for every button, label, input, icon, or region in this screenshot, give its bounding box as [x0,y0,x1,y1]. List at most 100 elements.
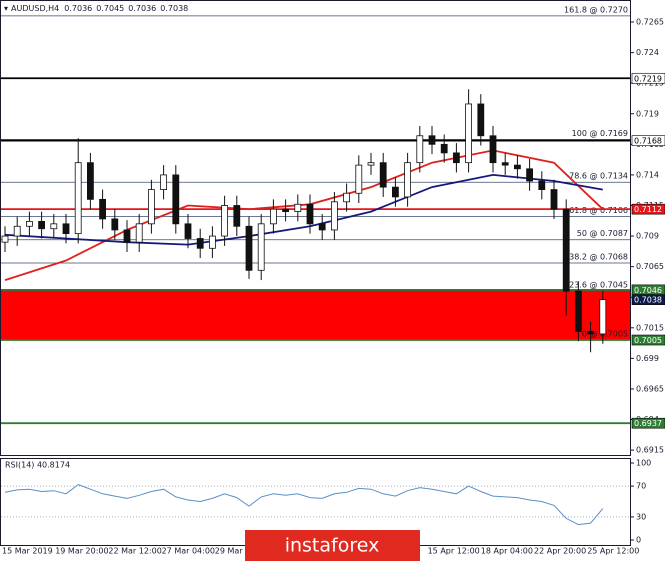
price-tag-label: 0.7046 [634,286,662,295]
candle-body [1,235,9,243]
candle-body [208,235,216,249]
candle-body [367,162,375,166]
rsi-tick-label: 0 [636,536,641,545]
current-price-tag [631,294,665,305]
price-tag-label: 0.7112 [634,205,662,214]
candle-body [74,162,82,235]
main-panel [0,0,631,456]
open: 0.7036 [64,4,92,13]
candle-body [282,208,290,212]
price-tag [631,203,665,215]
candle-body [99,198,106,220]
candle-body [562,208,570,292]
dropdown-arrow: ▾ [4,4,8,13]
candle-body [538,180,546,190]
watermark-box [245,530,420,561]
y-tick-label: 0.709 [636,232,659,241]
header: ▾ AUDUSD,H4 0.7036 0.7045 0.7036 0.7038 [4,4,188,13]
y-tick-label: 0.699 [636,354,659,363]
price-tag [631,135,665,146]
y-tick-label: 0.7015 [636,323,664,332]
high: 0.7045 [96,4,124,13]
candle-body [50,223,58,230]
watermark: instaforex [245,530,420,561]
price-tag [631,417,665,429]
candle-body [489,135,497,164]
candle-body [330,201,338,231]
candle-body [391,186,399,198]
candle-body [123,229,131,243]
x-tick-label: 22 Mar 12:00 [108,547,161,556]
x-tick-label: 22 Apr 20:00 [534,547,586,556]
candle-body [269,208,277,225]
candle-body [355,164,363,194]
close: 0.7038 [160,4,188,13]
candle-body [587,331,594,335]
candle-body [440,143,448,154]
fib-label: 161.8 @ 0.7270 [564,5,628,14]
y-tick-label: 0.6965 [636,384,664,393]
candle-body [160,174,168,190]
current-price-tag-label: 0.7038 [634,296,662,305]
symbol: AUDUSD,H4 [11,4,59,13]
rsi-tick-label: 30 [636,512,646,521]
candle-body [428,135,436,145]
candle-body [318,223,326,231]
candle-body [501,162,509,166]
x-tick-label: 15 Apr 12:00 [428,547,480,556]
candle-body [514,164,521,170]
rsi-tick-label: 70 [636,482,646,491]
fib-label: 23.6 @ 0.7045 [569,281,628,290]
y-tick-label: 0.714 [636,170,659,179]
fib-label: 78.6 @ 0.7134 [569,172,628,181]
y-tick-label: 0.724 [636,48,659,57]
candle-body [184,223,192,239]
x-tick-label: 27 Mar 04:00 [162,547,215,556]
fib-label: 61.8 @ 0.7106 [569,206,628,215]
plot-layer: 161.8 @ 0.7270 100 @ 0.7169 78.6 @ 0.7134 6… [1,5,665,545]
price-tag [631,72,665,84]
y-tick-label: 0.719 [636,109,659,118]
price-tag-label: 0.7168 [634,137,662,146]
candle-body [25,220,33,227]
candle-body [233,205,241,227]
candle-body [599,299,607,335]
candle-body [38,220,45,230]
candle-body [550,189,558,210]
candle-body [135,223,143,243]
candle-body [147,189,155,225]
fib-label: 38.2 @ 0.7068 [569,252,628,261]
x-tick-label: 29 Mar 2 [215,547,250,556]
candle-body [257,223,265,271]
support-zone [1,289,630,341]
candle-body [575,290,582,332]
watermark-text: instaforex [285,535,380,557]
candle-body [465,103,473,164]
candle-body [379,162,387,188]
price-tag-label: 0.7219 [634,74,662,83]
price-tag-label: 0.7005 [634,336,662,345]
y-tick-label: 0.7065 [636,262,664,271]
rsi-line [4,484,604,526]
fib-label: 100 @ 0.7169 [572,129,628,138]
candle-body [343,192,351,203]
candle-body [452,152,460,164]
y-tick-label: 0.6915 [636,446,664,455]
candle-body [111,218,119,231]
x-tick-label: 18 Apr 04:00 [481,547,533,556]
y-tick-label: 0.7265 [636,18,664,27]
candle-body [221,205,229,237]
candle-body [404,162,412,198]
candle-body [196,238,204,249]
candle-body [172,174,180,225]
candle-body [294,203,302,212]
candle-body [526,168,533,182]
candle-body [245,225,253,271]
candle-body [87,162,94,200]
x-tick-label: 19 Mar 20:00 [55,547,108,556]
x-tick-label: 25 Apr 12:00 [587,547,639,556]
candle-body [416,135,424,164]
rsi-tick-label: 100 [636,459,651,468]
rsi-label: RSI(14) 40.8174 [5,461,70,470]
